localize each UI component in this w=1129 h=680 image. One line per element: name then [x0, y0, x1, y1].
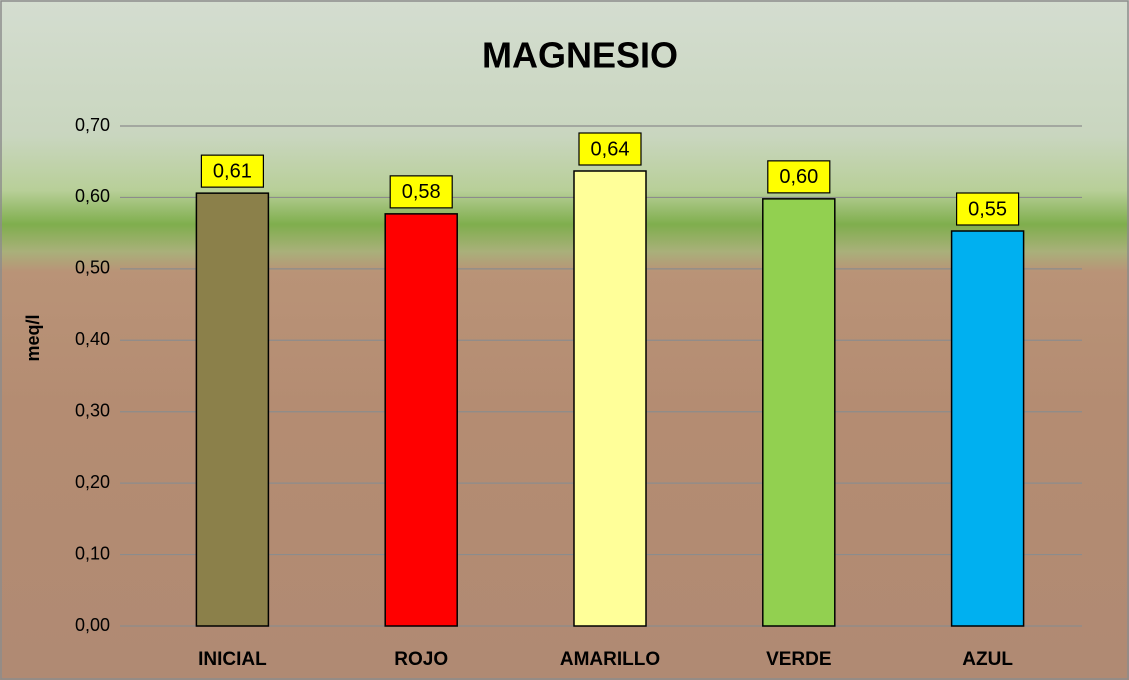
y-tick-label: 0,40	[75, 329, 110, 349]
x-tick-label: VERDE	[766, 649, 831, 670]
data-label: 0,60	[779, 166, 818, 188]
y-tick-label: 0,00	[75, 615, 110, 635]
y-axis-label: meq/l	[23, 314, 43, 361]
data-label: 0,58	[402, 181, 441, 203]
bar	[196, 193, 268, 626]
x-tick-label: AMARILLO	[560, 649, 660, 670]
y-tick-label: 0,70	[75, 115, 110, 135]
bar	[574, 171, 646, 626]
x-tick-label: AZUL	[962, 649, 1013, 670]
data-label: 0,55	[968, 198, 1007, 220]
y-tick-label: 0,30	[75, 400, 110, 420]
chart-container: MAGNESIO meq/l 0,00 0,10 0,20 0,30 0,40 0,50 0…	[0, 0, 1129, 680]
data-label: 0,61	[213, 160, 252, 182]
x-tick-label: INICIAL	[198, 649, 267, 670]
data-label: 0,64	[591, 138, 630, 160]
chart-title: MAGNESIO	[482, 35, 678, 76]
y-tick-label: 0,60	[75, 186, 110, 206]
chart: MAGNESIO meq/l 0,00 0,10 0,20 0,30 0,40 0,50 0…	[0, 0, 1129, 680]
y-tick-label: 0,20	[75, 472, 110, 492]
y-tick-label: 0,10	[75, 543, 110, 563]
bar	[952, 231, 1024, 626]
x-tick-label: ROJO	[394, 649, 448, 670]
bar	[763, 199, 835, 626]
y-tick-label: 0,50	[75, 258, 110, 278]
bar	[385, 214, 457, 626]
